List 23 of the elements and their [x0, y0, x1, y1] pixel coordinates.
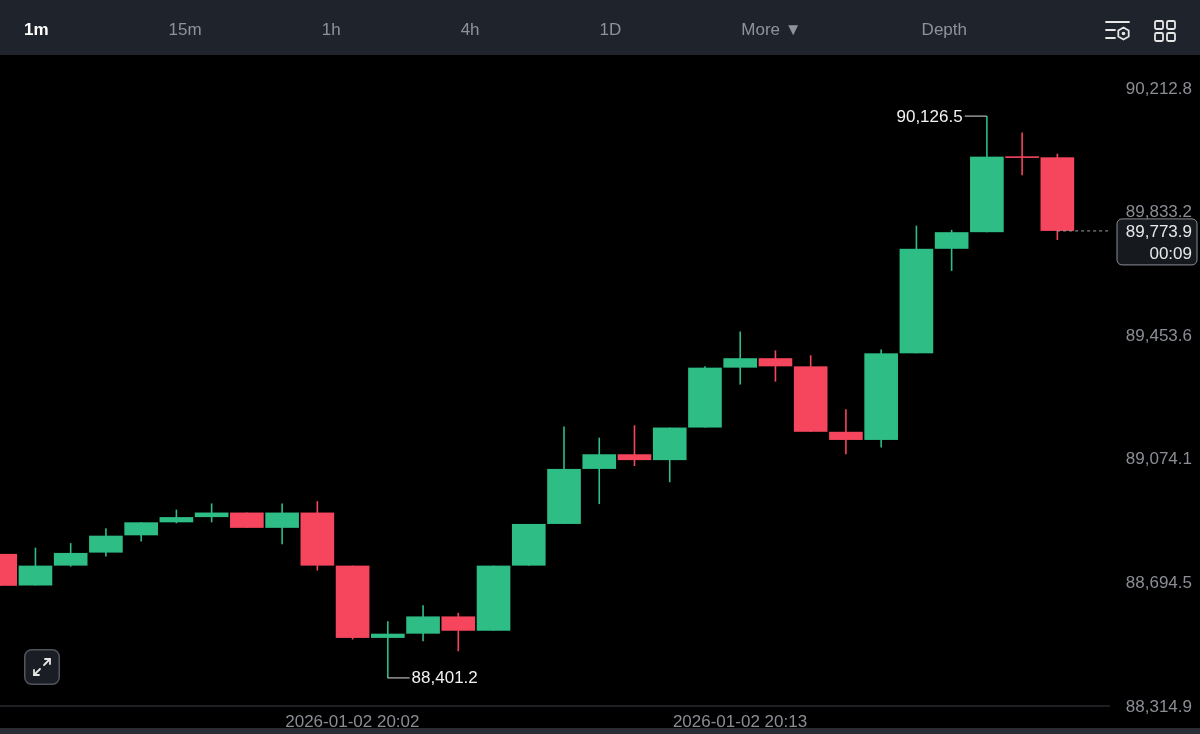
text: More ▼ [741, 18, 802, 40]
text: 1m [24, 18, 49, 40]
annotation: 90,126.5 [896, 106, 963, 126]
candlestick [1005, 131, 1039, 176]
text: Depth [921, 18, 967, 40]
text: 1h [321, 18, 341, 40]
text: 1D [599, 18, 622, 40]
candlestick [371, 620, 405, 679]
y-tick-label: 90,212.8 [1125, 78, 1192, 98]
candlestick [829, 408, 863, 456]
text: 4h [460, 18, 480, 40]
x-tick-label: 2026-01-02 20:13 [672, 711, 808, 731]
text: 15m [168, 18, 202, 40]
candlestick [617, 424, 652, 467]
y-tick-label: 89,833.2 [1125, 202, 1192, 222]
y-tick-label: 89,074.1 [1125, 449, 1192, 469]
annotation: 88,401.2 [411, 668, 478, 688]
candlestick [758, 349, 793, 383]
ref-line-label: 89,773.9 00:09 [1125, 221, 1192, 263]
y-tick-label: 88,694.5 [1125, 572, 1192, 592]
y-tick-label: 88,314.9 [1125, 696, 1192, 716]
y-tick-label: 89,453.6 [1125, 325, 1192, 345]
x-tick-label: 2026-01-02 20:02 [285, 711, 420, 731]
